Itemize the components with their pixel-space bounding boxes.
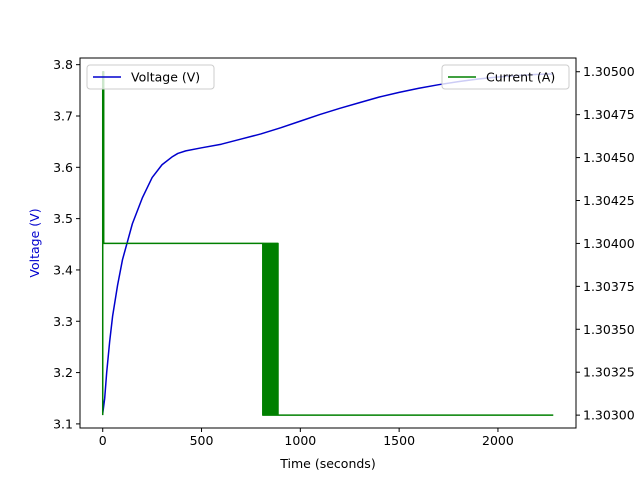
y-right-tick-label: 1.30425 — [583, 193, 635, 208]
x-tick-label: 500 — [190, 433, 214, 448]
y-right-tick-label: 1.30300 — [583, 408, 635, 423]
y-right-tick-label: 1.30475 — [583, 107, 635, 122]
legend-voltage-box — [86, 64, 215, 90]
legend-current-label: Current (A) — [486, 70, 555, 85]
legend-voltage: Voltage (V) — [86, 64, 215, 90]
y-left-tick-label: 3.3 — [53, 314, 73, 329]
y-left-tick-label: 3.7 — [53, 108, 73, 123]
x-tick-label: 1000 — [284, 433, 316, 448]
x-tick-label: 0 — [99, 433, 107, 448]
x-axis: 0 500 1000 1500 2000 — [99, 428, 514, 448]
y-right-tick-label: 1.30350 — [583, 322, 635, 337]
y-axis-label-left: Voltage (V) — [27, 208, 42, 277]
y-left-tick-label: 3.5 — [53, 211, 73, 226]
y-left-tick-label: 3.1 — [53, 416, 73, 431]
y-right-tick-label: 1.30400 — [583, 236, 635, 251]
y-axis-right: 1.30300 1.30325 1.30350 1.30375 1.30400 1.304… — [576, 64, 635, 423]
legend-voltage-label: Voltage (V) — [131, 70, 200, 85]
legend-current: Current (A) — [441, 64, 570, 90]
y-left-tick-label: 3.8 — [53, 57, 73, 72]
y-right-tick-label: 1.30500 — [583, 64, 635, 79]
y-right-tick-label: 1.30450 — [583, 150, 635, 165]
y-axis-left: 3.1 3.2 3.3 3.4 3.5 3.6 3.7 3.8 — [53, 57, 80, 431]
legend-current-box — [441, 64, 570, 90]
x-tick-label: 1500 — [383, 433, 415, 448]
y-right-tick-label: 1.30325 — [583, 365, 635, 380]
y-left-tick-label: 3.2 — [53, 365, 73, 380]
x-axis-label: Time (seconds) — [279, 456, 375, 471]
y-right-tick-label: 1.30375 — [583, 279, 635, 294]
y-left-tick-label: 3.4 — [53, 262, 73, 277]
y-left-tick-label: 3.6 — [53, 160, 73, 175]
x-tick-label: 2000 — [482, 433, 514, 448]
current-series-line — [101, 70, 554, 416]
